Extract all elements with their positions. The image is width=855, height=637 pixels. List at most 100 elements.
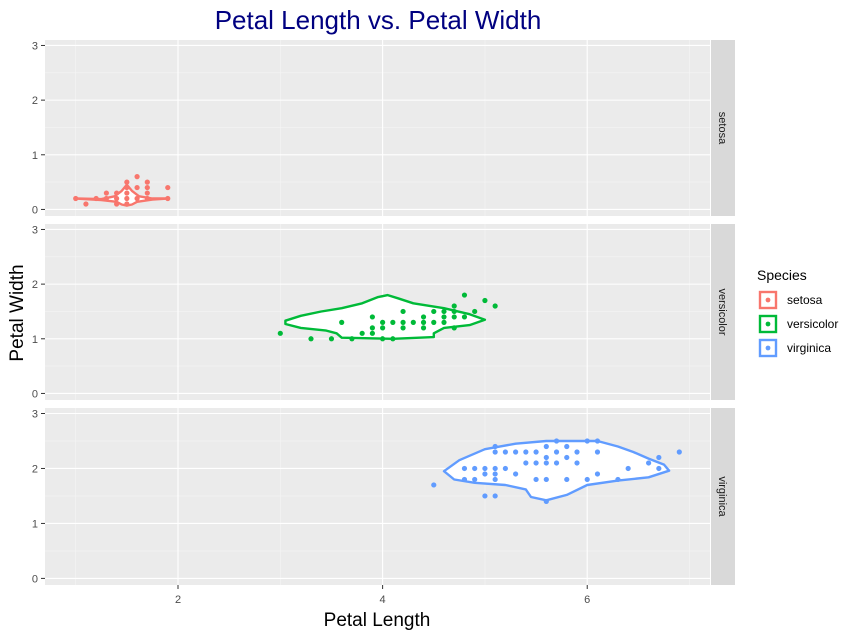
data-point-setosa — [114, 190, 120, 196]
data-point-versicolor — [339, 319, 345, 325]
data-point-versicolor — [420, 325, 427, 331]
data-point-virginica — [594, 438, 601, 444]
data-point-versicolor — [369, 330, 375, 336]
data-point-setosa — [144, 195, 150, 202]
facet-strip — [711, 408, 735, 585]
data-point-setosa — [93, 195, 99, 202]
data-point-setosa — [124, 184, 130, 191]
data-point-versicolor — [380, 336, 386, 342]
legend-key-virginica: virginica — [758, 338, 831, 358]
x-tick-label: 2 — [175, 594, 181, 606]
data-point-virginica — [584, 476, 590, 483]
data-point-versicolor — [410, 319, 416, 325]
data-point-versicolor — [431, 319, 437, 325]
data-point-versicolor — [380, 325, 386, 331]
data-point-virginica — [656, 454, 662, 461]
chart-title: Petal Length vs. Petal Width — [215, 5, 542, 35]
legend-label: virginica — [787, 341, 831, 355]
data-point-versicolor — [369, 314, 375, 320]
y-tick-label: 1 — [32, 518, 38, 530]
legend-dot — [765, 297, 771, 303]
data-point-setosa — [73, 195, 79, 202]
data-point-versicolor — [472, 308, 478, 315]
data-point-virginica — [533, 460, 539, 466]
data-point-virginica — [533, 449, 539, 455]
legend-title: Species — [757, 267, 807, 283]
data-point-virginica — [431, 482, 437, 488]
data-point-virginica — [543, 443, 549, 450]
data-point-virginica — [492, 476, 498, 483]
x-tick-label: 6 — [584, 594, 590, 606]
legend-key-versicolor: versicolor — [758, 314, 838, 334]
data-point-virginica — [553, 460, 560, 466]
facet-panels: 0 1 2 3 setosa 0 1 2 3 versicolor 0 1 2 3 virginica 2 4 6 — [32, 40, 735, 606]
data-point-setosa — [144, 184, 150, 191]
data-point-versicolor — [359, 330, 365, 336]
data-point-virginica — [492, 471, 498, 477]
data-point-versicolor — [482, 297, 488, 304]
data-point-versicolor — [461, 314, 468, 320]
contour-versicolor — [284, 293, 487, 340]
data-point-virginica — [461, 465, 468, 472]
data-point-versicolor — [441, 319, 447, 325]
y-axis-label: Petal Width — [7, 264, 28, 361]
data-point-virginica — [502, 465, 508, 472]
data-point-virginica — [564, 476, 570, 483]
data-point-virginica — [553, 438, 560, 444]
legend-dot — [765, 345, 771, 351]
data-point-virginica — [615, 476, 621, 483]
data-point-virginica — [523, 449, 529, 455]
data-point-virginica — [492, 493, 498, 499]
y-tick-label: 0 — [32, 388, 38, 400]
data-point-virginica — [492, 443, 498, 450]
data-point-versicolor — [390, 336, 396, 342]
data-point-versicolor — [349, 336, 355, 342]
y-tick-label: 3 — [32, 40, 38, 52]
data-point-versicolor — [400, 308, 406, 315]
facet-strip — [711, 40, 735, 216]
data-point-virginica — [564, 443, 570, 450]
data-point-virginica — [543, 460, 549, 466]
data-point-virginica — [482, 471, 488, 477]
data-point-virginica — [482, 493, 488, 499]
data-point-versicolor — [420, 314, 427, 320]
legend-label: setosa — [787, 293, 823, 307]
data-point-setosa — [165, 195, 171, 202]
legend-key-setosa: setosa — [758, 290, 823, 310]
data-point-virginica — [676, 449, 682, 455]
data-point-setosa — [114, 201, 120, 207]
y-tick-label: 2 — [32, 463, 38, 475]
data-point-versicolor — [420, 319, 427, 325]
data-point-virginica — [502, 449, 508, 455]
data-point-virginica — [543, 498, 549, 505]
data-point-versicolor — [328, 336, 335, 342]
y-tick-label: 2 — [32, 279, 38, 291]
data-point-virginica — [553, 449, 560, 455]
data-point-setosa — [83, 201, 89, 207]
data-point-virginica — [523, 460, 529, 466]
data-point-virginica — [564, 454, 570, 461]
data-point-versicolor — [369, 325, 375, 331]
data-point-setosa — [124, 201, 130, 207]
y-tick-label: 0 — [32, 573, 38, 585]
data-point-setosa — [144, 179, 150, 185]
y-tick-label: 3 — [32, 224, 38, 236]
data-point-virginica — [482, 465, 488, 472]
facet-strip — [711, 224, 735, 400]
data-point-setosa — [114, 195, 120, 202]
data-point-versicolor — [441, 308, 447, 315]
y-tick-label: 0 — [32, 204, 38, 216]
data-point-setosa — [134, 195, 140, 202]
data-point-setosa — [124, 195, 130, 202]
data-point-virginica — [594, 449, 601, 455]
data-point-virginica — [656, 465, 662, 472]
facet-strip-label: setosa — [716, 112, 728, 145]
data-point-versicolor — [492, 303, 498, 309]
data-point-versicolor — [451, 308, 457, 315]
data-point-setosa — [103, 195, 109, 202]
data-point-virginica — [472, 476, 478, 483]
data-point-setosa — [124, 179, 130, 185]
data-point-virginica — [513, 471, 519, 477]
data-point-virginica — [646, 460, 652, 466]
